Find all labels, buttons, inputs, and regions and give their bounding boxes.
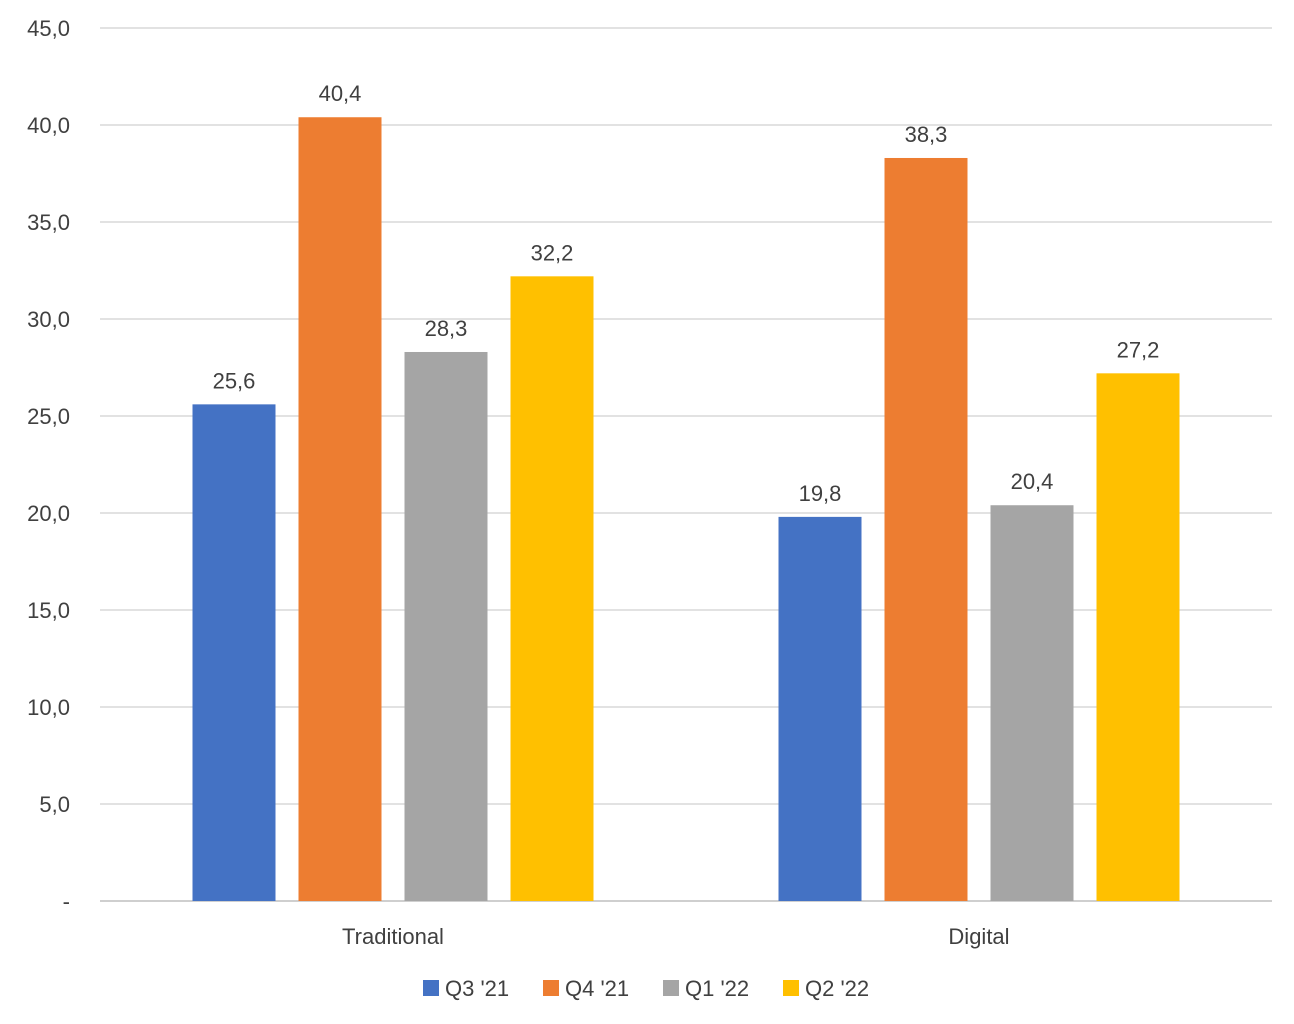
bar bbox=[298, 117, 382, 902]
y-tick-label: 40,0 bbox=[27, 113, 70, 138]
legend-label: Q2 '22 bbox=[805, 976, 869, 1001]
data-label: 38,3 bbox=[905, 122, 948, 147]
y-tick-label: 5,0 bbox=[39, 792, 70, 817]
bar bbox=[990, 505, 1074, 901]
y-tick-label: 35,0 bbox=[27, 210, 70, 235]
data-label: 25,6 bbox=[213, 368, 256, 393]
bar bbox=[778, 516, 862, 901]
x-axis-categories: Traditional Digital bbox=[342, 924, 1010, 949]
x-category-label: Digital bbox=[948, 924, 1009, 949]
legend-label: Q4 '21 bbox=[565, 976, 629, 1001]
legend: Q3 '21 Q4 '21 Q1 '22 Q2 '22 bbox=[423, 976, 869, 1001]
legend-label: Q1 '22 bbox=[685, 976, 749, 1001]
data-label: 27,2 bbox=[1117, 337, 1160, 362]
data-label: 28,3 bbox=[425, 316, 468, 341]
gridlines bbox=[100, 27, 1272, 902]
bar bbox=[1096, 373, 1180, 901]
legend-swatch bbox=[423, 980, 439, 996]
y-tick-label: 10,0 bbox=[27, 695, 70, 720]
legend-label: Q3 '21 bbox=[445, 976, 509, 1001]
bars bbox=[192, 117, 1180, 902]
data-label: 19,8 bbox=[799, 481, 842, 506]
y-tick-label: 25,0 bbox=[27, 404, 70, 429]
bar bbox=[510, 276, 594, 901]
legend-swatch bbox=[543, 980, 559, 996]
y-tick-label: 30,0 bbox=[27, 307, 70, 332]
y-tick-label: 15,0 bbox=[27, 598, 70, 623]
bar bbox=[884, 157, 968, 902]
y-tick-label: - bbox=[63, 889, 70, 914]
y-axis-ticks: - 5,0 10,0 15,0 20,0 25,0 30,0 35,0 40,0 45,0 bbox=[27, 16, 70, 914]
bar bbox=[192, 404, 276, 901]
data-label: 40,4 bbox=[319, 81, 362, 106]
legend-swatch bbox=[783, 980, 799, 996]
x-category-label: Traditional bbox=[342, 924, 444, 949]
y-tick-label: 45,0 bbox=[27, 16, 70, 41]
bar bbox=[404, 351, 488, 902]
data-labels: 25,6 40,4 28,3 32,2 19,8 38,3 20,4 27,2 bbox=[213, 81, 1160, 506]
legend-swatch bbox=[663, 980, 679, 996]
data-label: 32,2 bbox=[531, 240, 574, 265]
y-tick-label: 20,0 bbox=[27, 501, 70, 526]
data-label: 20,4 bbox=[1011, 469, 1054, 494]
